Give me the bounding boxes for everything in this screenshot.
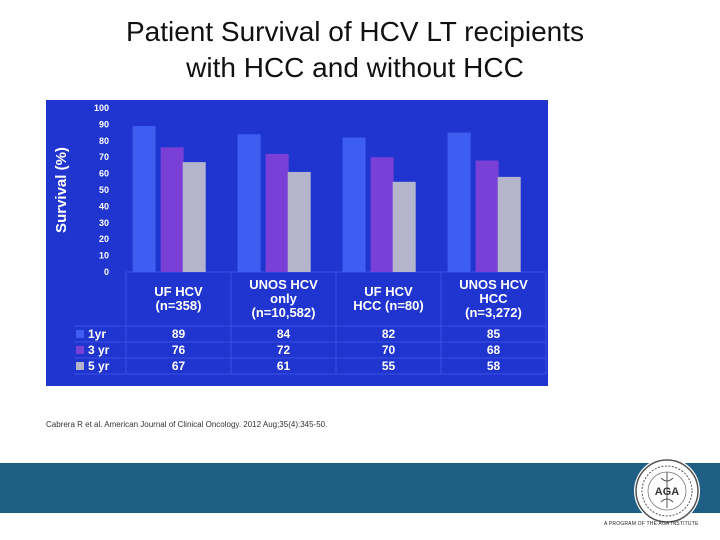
bar-1yr-2	[237, 134, 261, 272]
data-value-label: 89	[172, 327, 186, 341]
aga-logo: AGA	[634, 458, 700, 524]
y-tick-label: 90	[99, 119, 109, 129]
data-value-label: 55	[382, 359, 396, 373]
logo-caption: A PROGRAM OF THE AGA INSTITUTE	[604, 521, 699, 527]
y-tick-label: 70	[99, 152, 109, 162]
bar-1yr-4	[447, 132, 471, 272]
slide-title: Patient Survival of HCV LT recipients wi…	[0, 14, 710, 86]
data-value-label: 76	[172, 343, 186, 357]
legend-label: 1yr	[88, 327, 106, 341]
category-label: (n=3,272)	[465, 305, 522, 320]
bar-3yr-3	[370, 157, 394, 272]
y-axis-label: Survival (%)	[53, 147, 70, 233]
category-label: UNOS HCV	[459, 277, 528, 292]
bar-5yr-4	[497, 176, 521, 272]
bar-5yr-1	[182, 162, 206, 272]
data-value-label: 67	[172, 359, 186, 373]
data-value-label: 68	[487, 343, 501, 357]
data-value-label: 85	[487, 327, 501, 341]
y-tick-label: 10	[99, 251, 109, 261]
legend-label: 5 yr	[88, 359, 110, 373]
category-label: (n=358)	[156, 298, 202, 313]
data-value-label: 58	[487, 359, 501, 373]
category-label: UF HCV	[154, 284, 203, 299]
y-tick-label: 80	[99, 136, 109, 146]
bar-5yr-3	[392, 181, 416, 272]
data-value-label: 72	[277, 343, 291, 357]
data-value-label: 84	[277, 327, 291, 341]
bar-3yr-4	[475, 160, 499, 272]
svg-text:AGA: AGA	[655, 486, 680, 498]
bar-3yr-1	[160, 147, 184, 272]
data-value-label: 70	[382, 343, 396, 357]
y-tick-label: 60	[99, 169, 109, 179]
category-label: HCC	[479, 291, 508, 306]
category-label: only	[270, 291, 297, 306]
legend-swatch-3yr	[76, 346, 84, 354]
y-tick-label: 50	[99, 185, 109, 195]
y-tick-label: 100	[94, 103, 109, 113]
citation: Cabrera R et al. American Journal of Cli…	[46, 420, 328, 429]
y-tick-label: 0	[104, 267, 109, 277]
y-tick-label: 30	[99, 218, 109, 228]
legend-swatch-5yr	[76, 362, 84, 370]
category-label: HCC (n=80)	[353, 298, 423, 313]
slide-title-line-2: with HCC and without HCC	[186, 52, 524, 83]
bar-1yr-3	[342, 137, 366, 272]
data-value-label: 61	[277, 359, 291, 373]
slide-title-line-1: Patient Survival of HCV LT recipients	[125, 16, 585, 47]
y-tick-label: 20	[99, 234, 109, 244]
legend-swatch-1yr	[76, 330, 84, 338]
footer-band	[0, 463, 720, 513]
category-label: UNOS HCV	[249, 277, 318, 292]
bar-5yr-2	[287, 171, 311, 272]
category-label: UF HCV	[364, 284, 413, 299]
data-value-label: 82	[382, 327, 396, 341]
bar-1yr-1	[132, 126, 156, 272]
legend-label: 3 yr	[88, 343, 110, 357]
category-label: (n=10,582)	[252, 305, 316, 320]
aga-seal-icon: AGA	[635, 459, 699, 523]
bar-3yr-2	[265, 153, 289, 272]
y-tick-label: 40	[99, 201, 109, 211]
